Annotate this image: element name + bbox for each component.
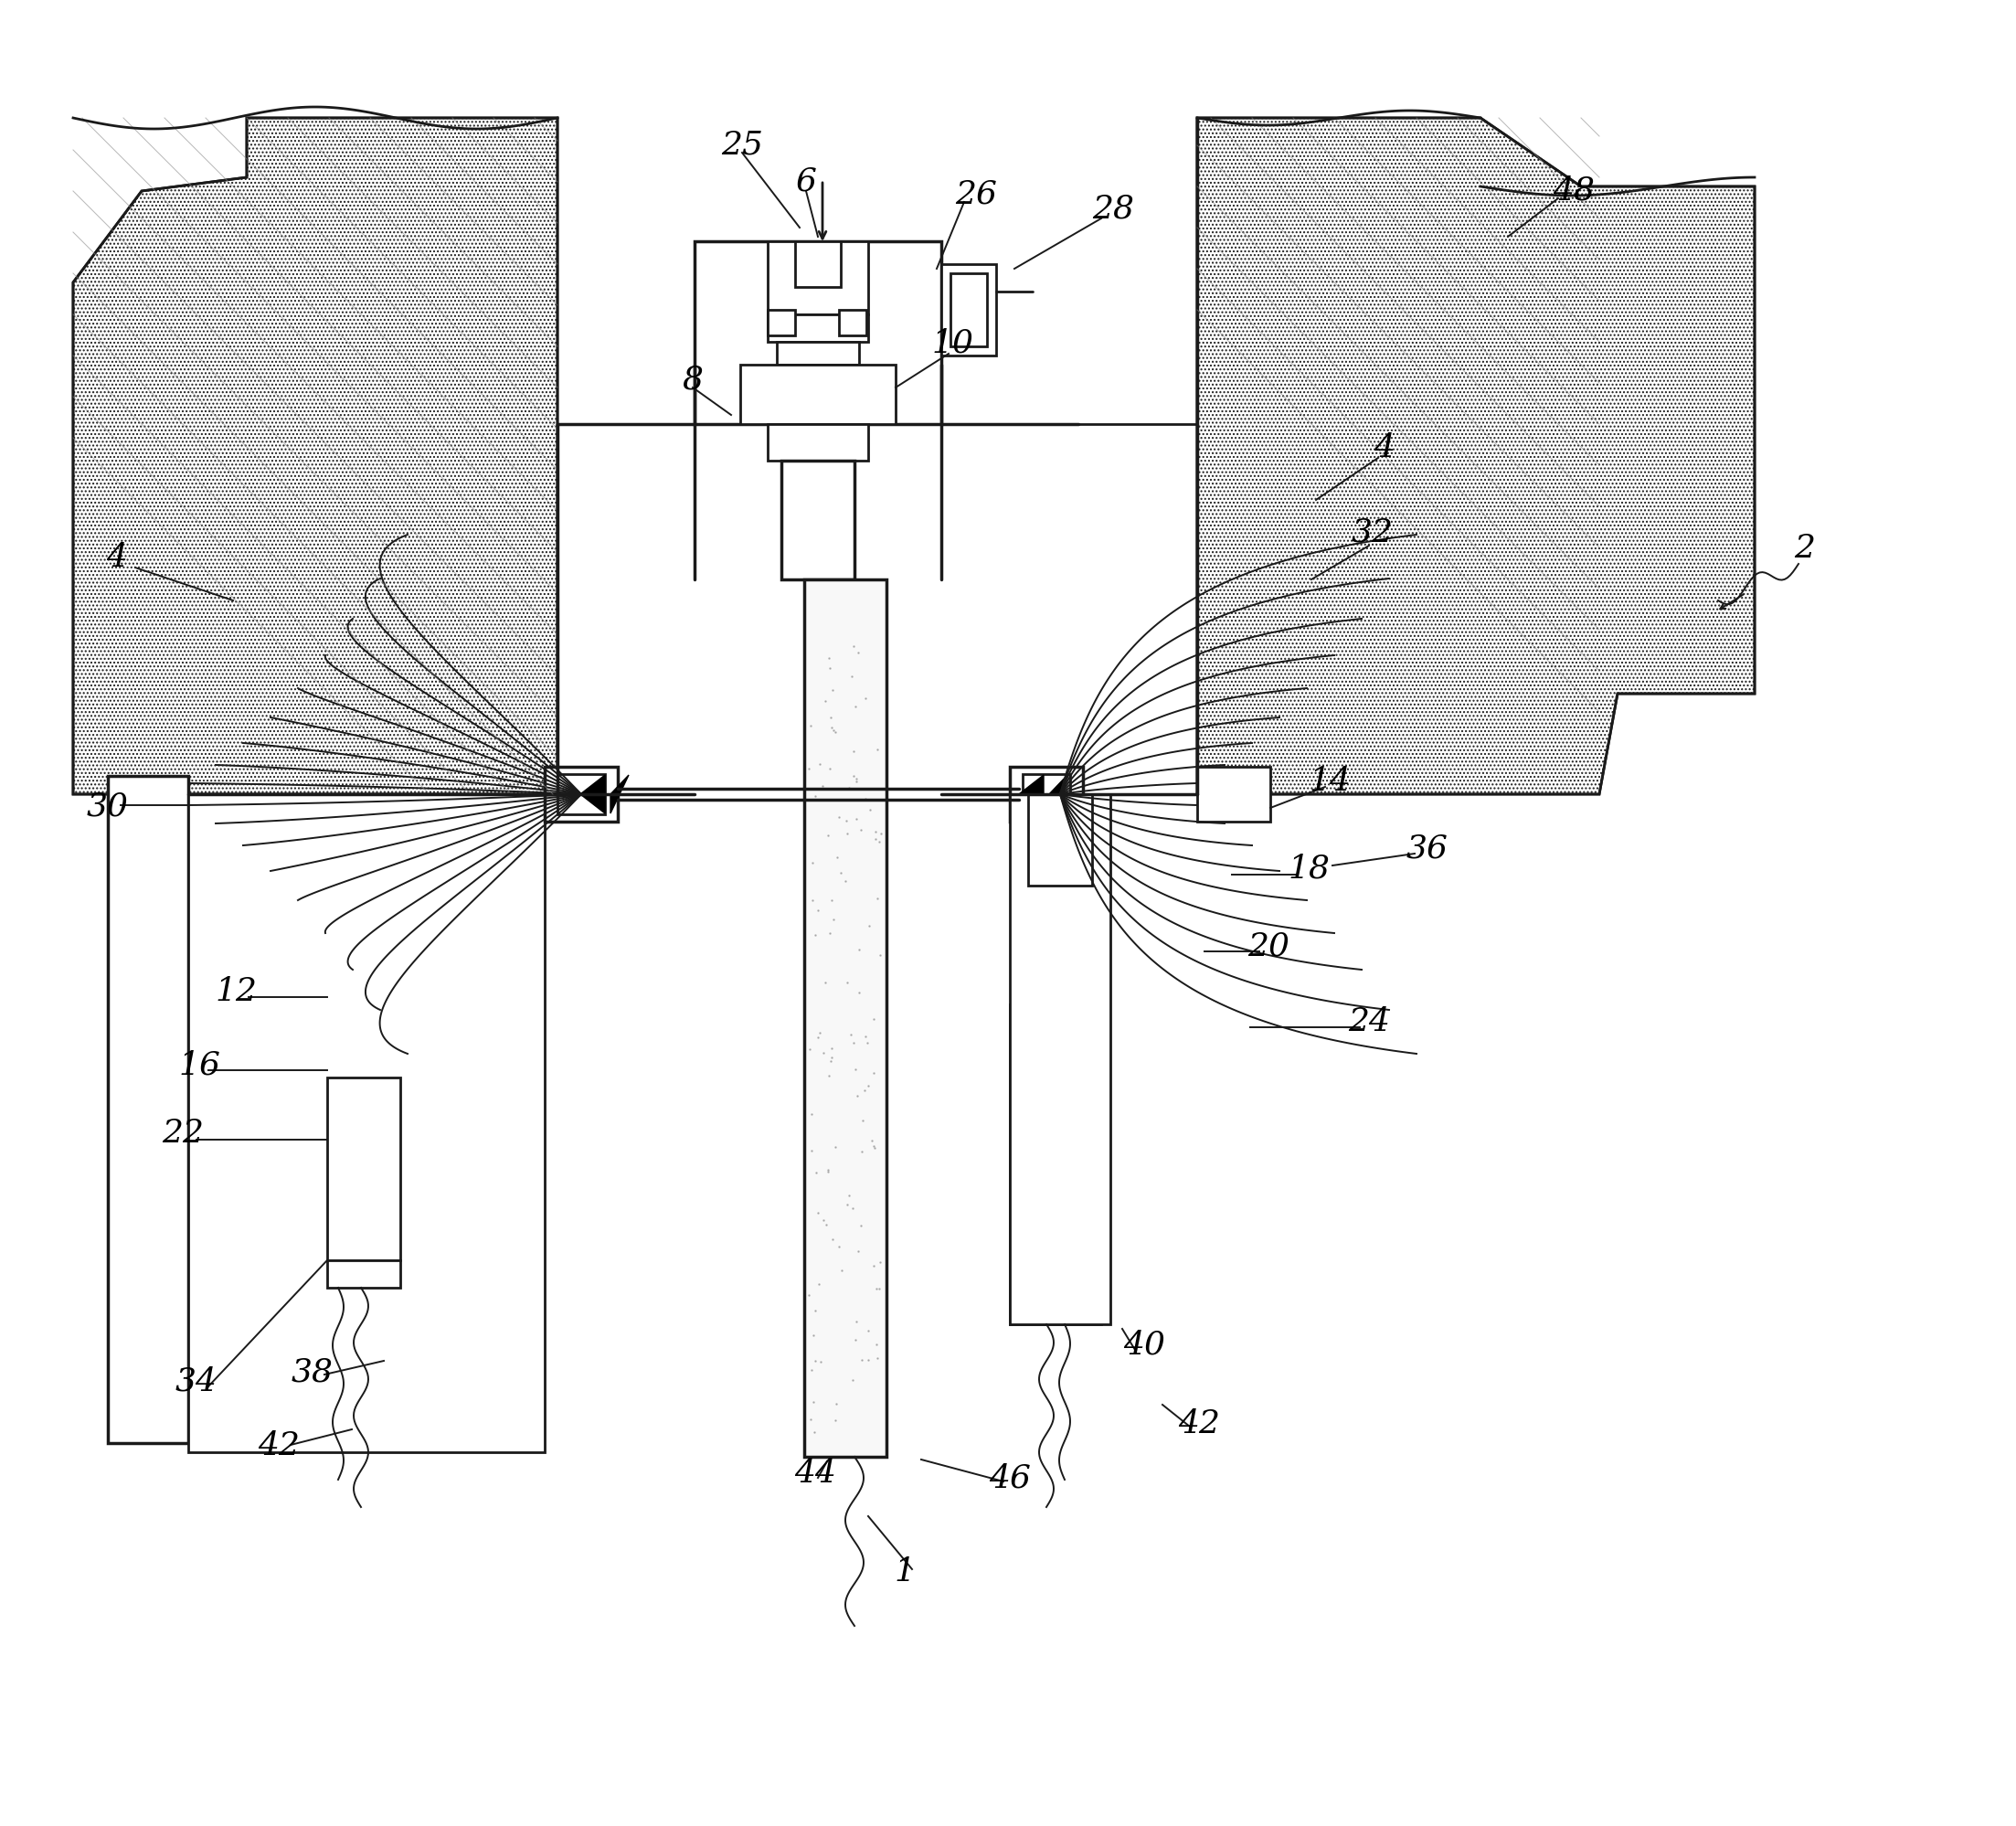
Text: 10: 10 [931,327,974,358]
Polygon shape [611,776,629,814]
Polygon shape [581,776,605,814]
Text: 26: 26 [956,179,998,210]
Text: 22: 22 [161,1118,204,1149]
Text: 40: 40 [1123,1329,1165,1360]
Bar [327,1260,401,1287]
Bar [544,767,617,822]
Bar [768,316,869,343]
Text: 1: 1 [895,1556,915,1587]
Bar [1022,774,1070,814]
Bar [950,274,988,347]
Bar [558,774,605,814]
Polygon shape [1018,776,1044,814]
Bar [327,1077,401,1260]
Bar [776,343,859,365]
Bar [1198,767,1270,822]
Text: 4: 4 [1375,433,1395,464]
Bar [1028,1004,1083,1096]
Text: 8: 8 [681,363,704,394]
Bar [696,243,941,425]
Bar [768,425,869,462]
Polygon shape [73,119,558,794]
Bar [1028,794,1093,886]
Text: 12: 12 [216,975,256,1006]
Bar [768,310,794,336]
Text: 30: 30 [87,791,129,822]
Text: 16: 16 [177,1048,220,1079]
Bar [1010,1004,1101,1324]
Polygon shape [1198,119,1754,794]
Bar [941,265,996,356]
Bar [1010,767,1083,822]
Bar [794,243,841,289]
Text: 36: 36 [1407,833,1447,864]
Text: 38: 38 [292,1357,333,1388]
Text: 44: 44 [794,1457,837,1488]
Text: 14: 14 [1308,765,1351,796]
Bar [768,243,869,316]
Text: 25: 25 [722,130,764,161]
Text: 42: 42 [1177,1408,1220,1439]
Text: 4: 4 [107,542,127,573]
Bar [187,794,544,1452]
Text: 2: 2 [1794,533,1814,564]
Text: 42: 42 [258,1430,300,1461]
Text: 18: 18 [1288,853,1331,884]
Text: 20: 20 [1248,929,1290,960]
Text: 48: 48 [1552,175,1595,206]
Polygon shape [1048,776,1066,814]
Bar [839,310,867,336]
Text: 34: 34 [175,1366,218,1397]
Bar [107,776,187,1443]
Text: 24: 24 [1349,1006,1389,1037]
Text: 46: 46 [988,1463,1030,1494]
Text: 32: 32 [1351,517,1393,548]
Bar [1010,794,1111,1324]
Text: 6: 6 [796,166,816,197]
Bar [804,581,887,1457]
Bar [782,462,855,581]
Bar [740,365,895,425]
Text: 28: 28 [1093,194,1135,225]
